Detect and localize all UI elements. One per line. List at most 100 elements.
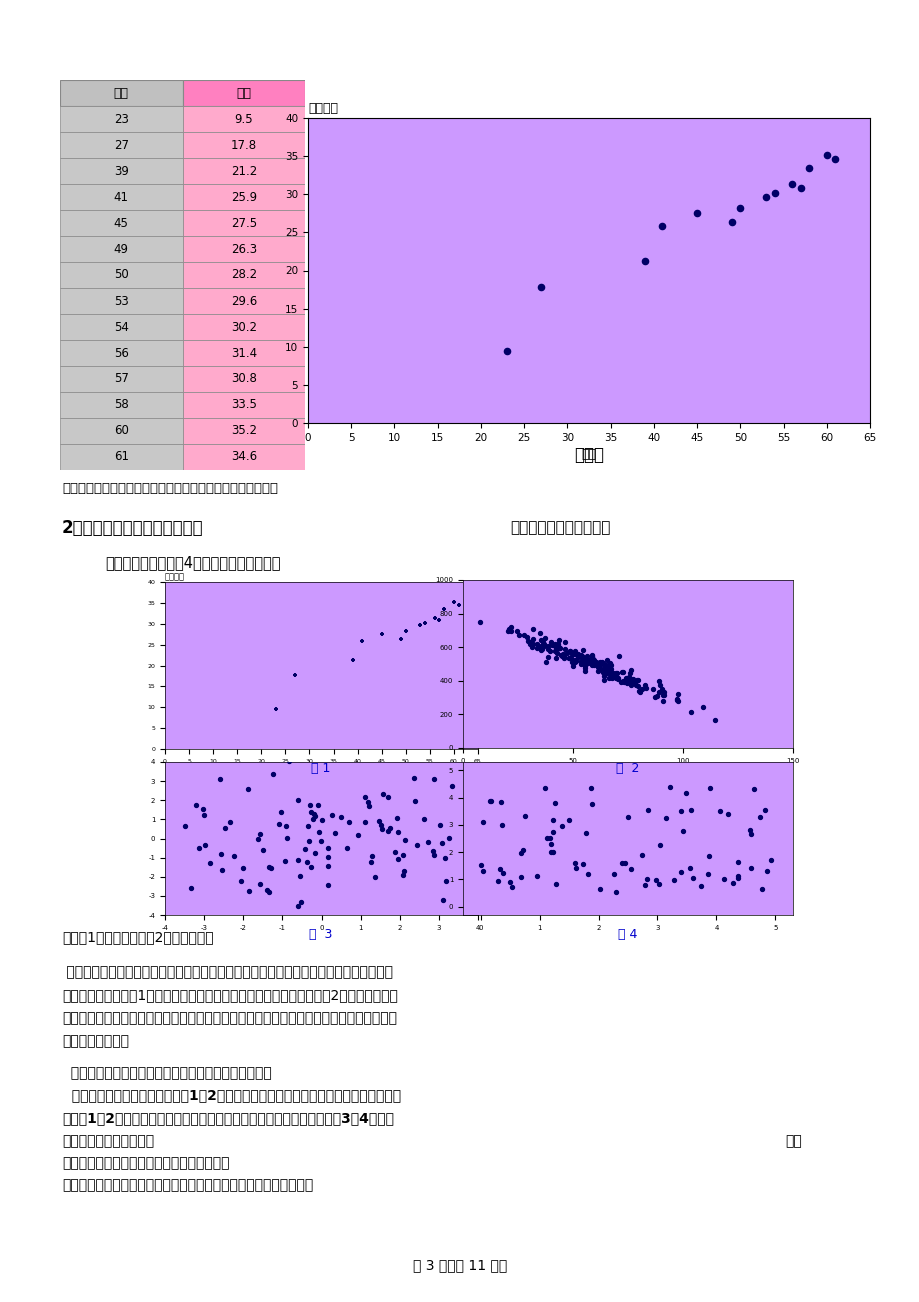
Text: 57: 57 [114,372,129,385]
Text: 61: 61 [114,450,129,464]
Point [601,659,616,680]
Point [596,669,611,690]
Text: 54: 54 [114,320,129,333]
Point [251,828,266,849]
Point [638,677,652,698]
Point [621,668,636,689]
Point [529,638,544,659]
Point [563,644,578,665]
Point [416,809,431,829]
Point [436,889,450,910]
Point [590,652,605,673]
Point [380,820,394,841]
Point [683,858,698,879]
Point [584,646,598,667]
Point [308,842,323,863]
Point [623,668,638,689]
Text: 图 1: 图 1 [311,763,330,776]
Bar [182,79,305,105]
Point [569,650,584,671]
Point [539,827,554,848]
Point [579,644,594,665]
Point [595,661,609,682]
Point [605,665,619,686]
Point [652,674,666,695]
Point [550,638,565,659]
Point [673,862,687,883]
Point [601,668,616,689]
Point [371,811,386,832]
X-axis label: 年龄: 年龄 [316,769,325,779]
Point [345,650,359,671]
Point [278,827,293,848]
Point [355,630,369,651]
Point [533,629,548,650]
Point [397,829,412,850]
Point [202,853,217,874]
Point [590,658,605,678]
Point [580,652,595,673]
Point [597,664,612,685]
Point [368,867,382,888]
Point [297,838,312,859]
Point [533,639,548,660]
Bar [182,236,305,262]
Point [596,661,610,682]
Point [757,799,772,820]
Point [548,639,562,660]
Bar [60,105,182,132]
Point [387,841,402,862]
Text: 图  3: 图 3 [309,928,333,941]
Point [320,838,335,859]
Text: 学生观察，比较，讨论：: 学生观察，比较，讨论： [509,521,609,535]
Point [743,857,757,878]
Point [743,824,758,845]
Point [707,710,721,730]
Text: 28.2: 28.2 [231,268,256,281]
Point [274,801,289,822]
Point [551,638,566,659]
Point [556,646,571,667]
Point [281,750,296,771]
Point [445,776,460,797]
Point [552,644,567,665]
Text: 相关关系，称为负相关。师：我们还可以判断出：年龄与身高是正相关，网速与下载文件所: 相关关系，称为负相关。师：我们还可以判断出：年龄与身高是正相关，网速与下载文件所 [62,1010,397,1025]
Point [213,769,228,790]
Point [600,661,615,682]
Point [420,831,435,852]
Bar [60,210,182,236]
Point [520,630,535,651]
Point [608,663,623,684]
Point [566,641,581,661]
Point [575,853,590,874]
Point [603,659,618,680]
Point [819,145,834,165]
Point [577,660,592,681]
Bar [182,105,305,132]
Point [715,868,730,889]
Point [596,665,611,686]
Text: 49: 49 [114,242,129,255]
Point [686,867,700,888]
Text: 需时间是负相关。: 需时间是负相关。 [62,1034,129,1048]
Point [198,835,212,855]
Point [587,651,602,672]
Point [616,672,630,693]
Point [752,806,766,827]
Point [652,835,667,855]
Point [425,841,439,862]
Point [543,833,558,854]
Text: 45: 45 [114,216,129,229]
Point [637,251,652,272]
Point [625,669,640,690]
Text: 个变量是非线性相关关系: 个变量是非线性相关关系 [62,1134,154,1148]
Point [374,624,389,644]
Point [390,822,404,842]
Point [535,631,550,652]
Point [732,198,747,219]
Point [437,599,451,620]
Point [584,647,598,668]
Point [647,686,662,707]
Point [575,639,590,660]
Point [648,870,663,891]
